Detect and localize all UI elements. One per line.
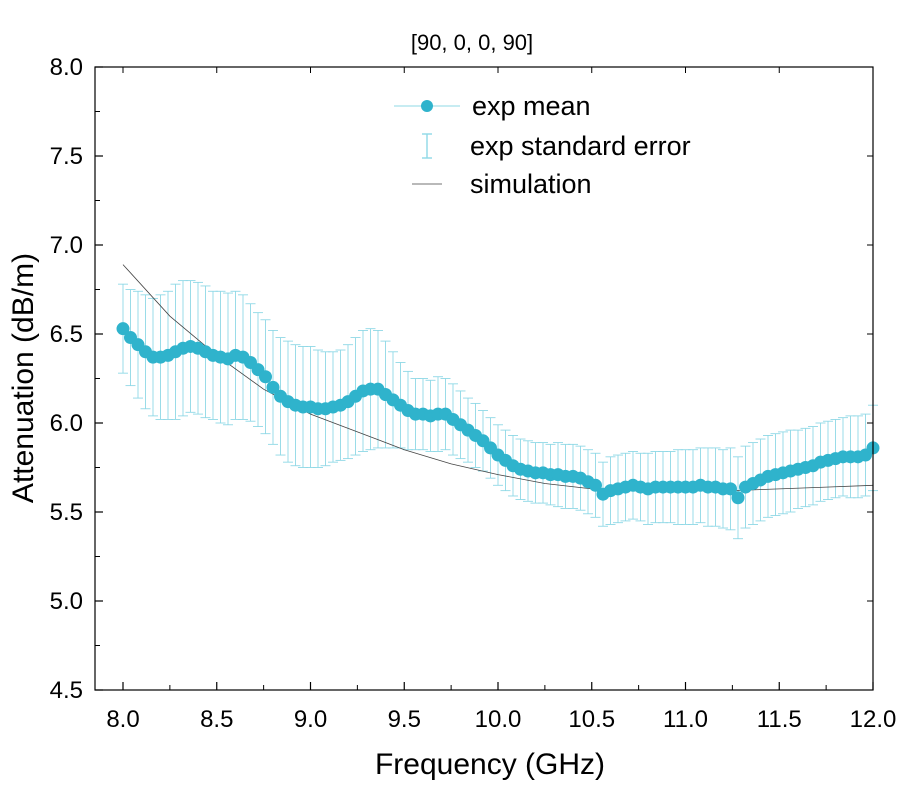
legend-exp-standard-error-label: exp standard error (470, 131, 691, 161)
legend: exp mean exp standard error simulation (394, 91, 691, 199)
y-tick-label: 5.0 (50, 588, 83, 615)
y-axis-ticks: 4.5 5.0 5.5 6.0 6.5 7.0 7.5 8.0 (50, 54, 873, 704)
y-tick-label: 5.5 (50, 499, 83, 526)
legend-exp-mean-label: exp mean (472, 91, 591, 121)
legend-simulation-label: simulation (470, 169, 592, 199)
x-tick-label: 8.5 (200, 706, 233, 733)
y-tick-label: 7.5 (50, 143, 83, 170)
legend-item-exp-mean: exp mean (394, 91, 591, 121)
x-tick-label: 9.5 (388, 706, 421, 733)
y-tick-label: 6.0 (50, 410, 83, 437)
exp-mean-point (116, 322, 130, 336)
exp-mean-point (266, 380, 280, 394)
exp-mean-series (116, 322, 880, 505)
y-axis-title: Attenuation (dB/m) (7, 253, 40, 503)
x-axis-title: Frequency (GHz) (375, 748, 605, 781)
x-tick-label: 11.0 (663, 706, 708, 733)
x-tick-label: 10.0 (475, 706, 522, 733)
exp-mean-point (589, 478, 602, 492)
x-tick-label: 9.0 (294, 706, 327, 733)
x-tick-label: 8.0 (106, 706, 139, 733)
y-tick-label: 6.5 (50, 321, 83, 348)
legend-item-simulation: simulation (412, 169, 592, 199)
y-tick-label: 8.0 (50, 54, 83, 81)
error-bars (118, 280, 878, 540)
x-tick-label: 12.0 (850, 706, 897, 733)
y-tick-label: 7.0 (50, 232, 83, 259)
legend-exp-mean-marker (421, 100, 433, 112)
chart-title: [90, 0, 0, 90] (411, 30, 533, 55)
y-tick-label: 4.5 (50, 677, 83, 704)
exp-mean-point (724, 482, 737, 496)
exp-mean-point (259, 370, 272, 384)
exp-mean-point (731, 491, 745, 505)
x-tick-label: 11.5 (757, 706, 802, 733)
x-axis-ticks: 8.0 8.5 9.0 9.5 10.0 10.5 11.0 11.5 12.0 (106, 67, 896, 733)
x-tick-label: 10.5 (568, 706, 615, 733)
legend-item-exp-standard-error: exp standard error (422, 131, 691, 161)
